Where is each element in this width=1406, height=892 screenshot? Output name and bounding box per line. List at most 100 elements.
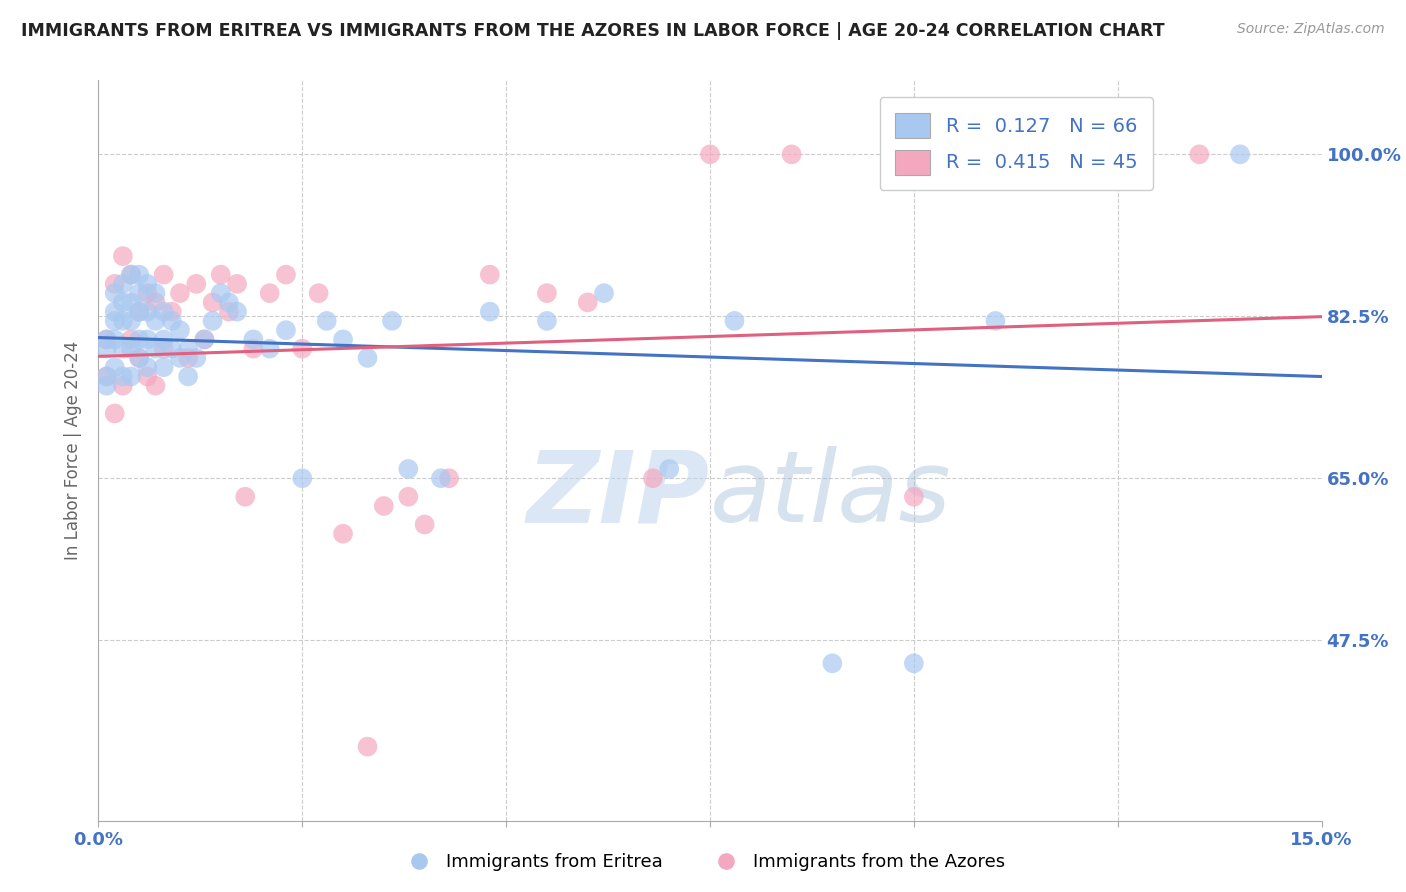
Point [332,526,354,541]
Point [145,286,167,301]
Point [218,304,240,318]
Point [699,147,721,161]
Point [128,351,150,365]
Point [136,360,159,375]
Point [209,286,232,301]
Text: atlas: atlas [710,446,952,543]
Point [128,351,150,365]
Point [120,268,142,282]
Point [96,333,118,347]
Point [169,351,191,365]
Point [128,304,150,318]
Point [536,286,558,301]
Point [145,314,167,328]
Point [593,286,616,301]
Point [160,342,183,356]
Point [136,369,159,384]
Point [903,657,925,671]
Point [1188,147,1211,161]
Point [780,147,803,161]
Point [1130,147,1153,161]
Point [96,378,118,392]
Point [120,268,142,282]
Point [201,295,224,310]
Point [259,342,281,356]
Point [193,333,215,347]
Point [641,471,664,485]
Point [177,369,200,384]
Point [332,333,354,347]
Point [111,369,134,384]
Point [145,342,167,356]
Point [478,268,501,282]
Point [242,333,264,347]
Point [111,342,134,356]
Point [381,314,404,328]
Point [145,295,167,310]
Point [201,314,224,328]
Point [226,277,249,291]
Point [136,277,159,291]
Point [396,490,419,504]
Point [160,314,183,328]
Text: ZIP: ZIP [527,446,710,543]
Point [145,378,167,392]
Point [96,342,118,356]
Point [576,295,599,310]
Point [1229,147,1251,161]
Point [96,369,118,384]
Point [308,286,330,301]
Point [821,657,844,671]
Text: IMMIGRANTS FROM ERITREA VS IMMIGRANTS FROM THE AZORES IN LABOR FORCE | AGE 20-24: IMMIGRANTS FROM ERITREA VS IMMIGRANTS FR… [21,22,1164,40]
Legend: R =  0.127   N = 66, R =  0.415   N = 45: R = 0.127 N = 66, R = 0.415 N = 45 [880,97,1153,190]
Point [177,342,200,356]
Point [128,268,150,282]
Legend: Immigrants from Eritrea, Immigrants from the Azores: Immigrants from Eritrea, Immigrants from… [394,847,1012,879]
Point [218,295,240,310]
Point [536,314,558,328]
Point [152,268,174,282]
Point [120,333,142,347]
Point [177,351,200,365]
Point [152,333,174,347]
Point [903,490,925,504]
Point [111,378,134,392]
Point [186,277,208,291]
Point [136,333,159,347]
Point [120,369,142,384]
Point [274,323,297,337]
Point [413,517,436,532]
Point [111,249,134,263]
Point [111,295,134,310]
Point [478,304,501,318]
Point [152,304,174,318]
Y-axis label: In Labor Force | Age 20-24: In Labor Force | Age 20-24 [65,341,83,560]
Point [128,304,150,318]
Point [396,462,419,476]
Point [430,471,453,485]
Point [111,314,134,328]
Point [96,333,118,347]
Point [104,333,127,347]
Point [120,342,142,356]
Point [209,268,232,282]
Text: Source: ZipAtlas.com: Source: ZipAtlas.com [1237,22,1385,37]
Point [104,314,127,328]
Point [104,407,127,421]
Point [111,277,134,291]
Point [274,268,297,282]
Point [356,351,378,365]
Point [128,333,150,347]
Point [160,304,183,318]
Point [259,286,281,301]
Point [104,304,127,318]
Point [152,360,174,375]
Point [152,342,174,356]
Point [136,304,159,318]
Point [723,314,745,328]
Point [96,369,118,384]
Point [104,277,127,291]
Point [984,314,1007,328]
Point [437,471,460,485]
Point [193,333,215,347]
